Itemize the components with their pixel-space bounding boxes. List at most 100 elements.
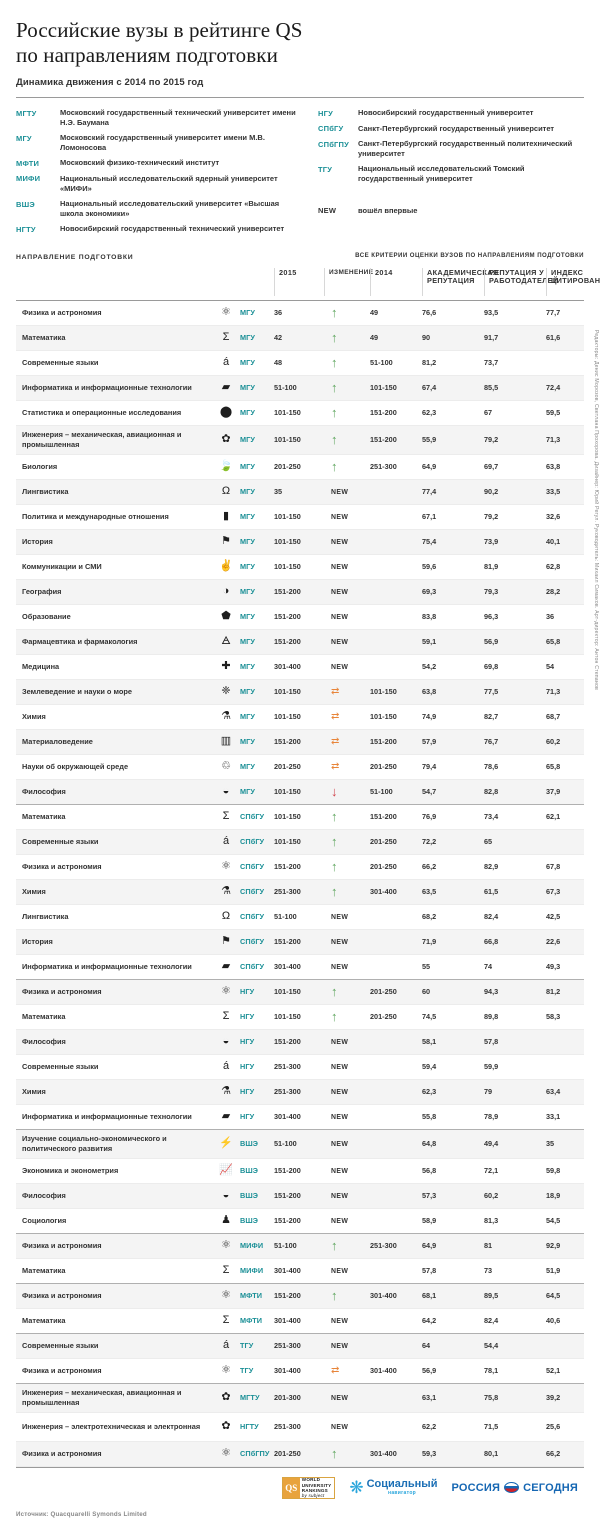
- new-badge: NEW: [331, 1064, 349, 1072]
- socnav-line-2: навигатор: [388, 1490, 417, 1497]
- table-row[interactable]: Математика Σ НГУ 101-150 ↑ 201-250 74,5 89,8 58,…: [16, 1005, 584, 1030]
- megaphone-icon: ✌: [219, 560, 233, 573]
- table-row[interactable]: Землеведение и науки о море ❈ МГУ 101-150 ⇄ 1…: [16, 679, 584, 705]
- cell-rank-2015: 101-150: [274, 837, 301, 847]
- cell-direction: Инженерия – электротехническая и электро…: [22, 1422, 201, 1432]
- cell-university: МГУ: [240, 358, 256, 368]
- table-row[interactable]: Фармацевтика и фармакология 🜁 МГУ 151-200 NE…: [16, 629, 584, 655]
- table-row[interactable]: Физика и астрономия ⚛ СПбГПУ 201-250 ↑ 301-40…: [16, 1441, 584, 1467]
- omega-icon: Ω: [221, 910, 231, 923]
- table-row[interactable]: Химия⚗СПбГУ251-300↑301-40063,561,567,359…: [16, 879, 584, 905]
- cell-citation-index: 63,8: [546, 462, 561, 472]
- cell-rank-2014: 151-200: [370, 408, 397, 418]
- table-row[interactable]: Статистика и операционные исследования ⬤ М…: [16, 401, 584, 426]
- table-row[interactable]: Инженерия – механическая, авиационная и …: [16, 1383, 584, 1413]
- cell-employer-reputation: 79: [484, 1087, 493, 1097]
- table-row[interactable]: Современные языки á НГУ 251-300 NEW 59,4 59,9: [16, 1055, 584, 1080]
- arrow-up-icon: ↑: [331, 380, 338, 396]
- table-row[interactable]: Материаловедение ▥ МГУ 151-200 ⇄ 151-200 57,9 7…: [16, 729, 584, 755]
- cell-change: ⇄: [324, 687, 370, 697]
- table-header: НАПРАВЛЕНИЕ ПОДГОТОВКИ ВСЕ КРИТЕРИИ ОЦЕН…: [0, 246, 600, 296]
- cell-academic-reputation: 55: [422, 962, 431, 972]
- cell-change: NEW: [324, 662, 370, 671]
- table-row[interactable]: Философия◒МГУ101-150↓51-10054,782,837,95…: [16, 779, 584, 805]
- cell-employer-reputation: 94,3: [484, 987, 499, 997]
- table-row[interactable]: Биология🍃МГУ201-250↑251-30064,969,763,85…: [16, 455, 584, 480]
- cell-direction: Математика: [22, 1266, 66, 1276]
- cell-rank-2014: 101-150: [370, 383, 397, 393]
- table-row[interactable]: Математика Σ СПбГУ 101-150 ↑ 151-200 76,9 73,4 6…: [16, 805, 584, 830]
- table-row[interactable]: Современные языки á СПбГУ 101-150 ↑ 201-250 72…: [16, 829, 584, 855]
- cell-citation-index: 42,5: [546, 912, 561, 922]
- cell-rank-2015: 251-300: [274, 1087, 301, 1097]
- table-row[interactable]: Физика и астрономия ⚛ МИФИ 51-100 ↑ 251-300 64…: [16, 1233, 584, 1259]
- cell-university: МГУ: [240, 487, 256, 497]
- table-row[interactable]: Физика и астрономия ⚛ СПбГУ 151-200 ↑ 201-250…: [16, 855, 584, 880]
- cell-university: МГТУ: [240, 1393, 260, 1403]
- new-badge: NEW: [331, 614, 349, 622]
- arrow-up-icon: ↑: [331, 1446, 338, 1462]
- cell-academic-reputation: 63,8: [422, 687, 437, 697]
- rs-line-2: СЕГОДНЯ: [523, 1481, 578, 1494]
- cell-rank-2014: 251-300: [370, 462, 397, 472]
- cell-citation-index: 67,3: [546, 887, 561, 897]
- cell-university: НГУ: [240, 1112, 255, 1122]
- cell-change: ⇄: [324, 737, 370, 747]
- cell-citation-index: 40,1: [546, 537, 561, 547]
- legend: МГТУ Московский государственный техническ…: [0, 98, 600, 246]
- cell-change: ↑: [324, 835, 370, 848]
- table-row[interactable]: Физика и астрономия ⚛ ТГУ 301-400 ⇄ 301-400 56…: [16, 1359, 584, 1384]
- table-row[interactable]: Изучение социально-экономического и поли…: [16, 1129, 584, 1159]
- table-row[interactable]: Физика и астрономия ⚛ МГУ 36 ↑ 49 76,6 93,5 77,7…: [16, 301, 584, 326]
- table-row[interactable]: МатематикаΣМФТИ301-400NEW64,282,440,634,…: [16, 1309, 584, 1334]
- cell-rank-2015: 101-150: [274, 787, 301, 797]
- table-row[interactable]: Политика и международные отношения ▮ МГУ 10…: [16, 505, 584, 530]
- table-row[interactable]: Информатика и информационные технологии ▰…: [16, 1105, 584, 1130]
- arrow-up-icon: ↑: [331, 330, 338, 346]
- cell-citation-index: 65,8: [546, 637, 561, 647]
- cell-academic-reputation: 57,3: [422, 1191, 437, 1201]
- table-row[interactable]: Коммуникации и СМИ ✌ МГУ 101-150 NEW 59,6 81,9…: [16, 555, 584, 580]
- cell-rank-2015: 151-200: [274, 1191, 301, 1201]
- cell-citation-index: 71,3: [546, 687, 561, 697]
- table-row[interactable]: Современные языки á МГУ 48 ↑ 51-100 81,2 73,7: [16, 351, 584, 376]
- table-row[interactable]: ЛингвистикаΩСПбГУ51-100NEW68,282,442,548…: [16, 905, 584, 930]
- table-row[interactable]: Информатика и информационные технологии ▰…: [16, 375, 584, 401]
- table-row[interactable]: Инженерия – электротехническая и электро…: [16, 1413, 584, 1442]
- credits-note: Редакторы: Денис Морозов, Светлана Прохо…: [593, 329, 599, 690]
- cell-direction: Землеведение и науки о море: [22, 687, 133, 697]
- cell-employer-reputation: 54,4: [484, 1341, 499, 1351]
- table-row[interactable]: Экономика и эконометрия 📈 ВШЭ 151-200 NEW 56,…: [16, 1159, 584, 1184]
- cell-rank-2014: 101-150: [370, 712, 397, 722]
- cell-direction: Философия: [22, 787, 66, 797]
- cell-rank-2014: 301-400: [370, 1366, 397, 1376]
- arrows-exchange-icon: ⇄: [331, 761, 339, 773]
- cell-university: СПбГУ: [240, 887, 265, 897]
- table-row[interactable]: Физика и астрономия ⚛ НГУ 101-150 ↑ 201-250 60…: [16, 979, 584, 1005]
- sigma-icon: Σ: [222, 1314, 230, 1327]
- table-row[interactable]: Физика и астрономия ⚛ МФТИ 151-200 ↑ 301-400 6…: [16, 1283, 584, 1309]
- cell-employer-reputation: 89,8: [484, 1012, 499, 1022]
- cell-direction: Медицина: [22, 662, 60, 672]
- cell-employer-reputation: 73: [484, 1266, 493, 1276]
- cell-change: ↑: [324, 1447, 370, 1460]
- table-row[interactable]: Современные языки á ТГУ 251-300 NEW 64 54,4: [16, 1333, 584, 1359]
- table-row[interactable]: Науки об окружающей среде ♲ МГУ 201-250 ⇄ 201…: [16, 755, 584, 780]
- new-badge: NEW: [331, 939, 349, 947]
- table-row[interactable]: Инженерия – механическая, авиационная и …: [16, 425, 584, 455]
- cell-rank-2014: 151-200: [370, 737, 397, 747]
- table-row[interactable]: Информатика и информационные технологии ▰…: [16, 955, 584, 980]
